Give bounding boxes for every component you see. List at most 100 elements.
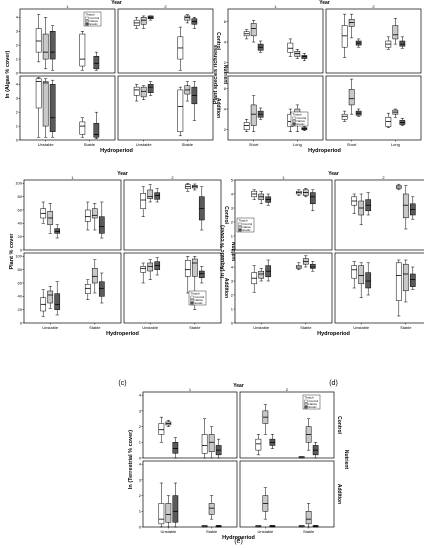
panel: Unstable Stable xyxy=(239,460,335,534)
x-tick-label: Unstable xyxy=(136,142,153,147)
panel-frame xyxy=(142,460,238,528)
box-exotic xyxy=(172,437,179,459)
legend-swatch xyxy=(238,228,242,232)
box-control xyxy=(79,117,86,138)
box-control xyxy=(255,434,262,456)
y-tick-label: 60 xyxy=(18,280,23,285)
box-iqr xyxy=(409,273,416,287)
box-iqr xyxy=(49,31,56,60)
box-exotic xyxy=(309,189,316,212)
x-tick-label: Long xyxy=(293,142,302,147)
box-exotic xyxy=(365,192,372,216)
y-tick-label: 0 xyxy=(16,70,19,75)
box-exotic xyxy=(191,17,198,29)
box-iqr xyxy=(309,192,316,205)
y-axis-label: ln (Aquatic % cover) xyxy=(220,225,226,278)
y-tick-label: 4 xyxy=(16,82,19,87)
legend-item: Exotic xyxy=(90,22,99,26)
box-iqr xyxy=(402,263,409,292)
row-label: Control xyxy=(223,206,229,224)
box-control xyxy=(177,86,184,137)
x-tick-label: Unstable xyxy=(353,325,370,330)
box-iqr xyxy=(165,503,172,523)
column-label: 2 xyxy=(382,175,385,180)
y-tick-label: 1 xyxy=(139,440,142,445)
x-axis-label: Hydroperiod xyxy=(317,331,350,337)
column-label: 2 xyxy=(286,387,289,392)
y-tick-label: 2 xyxy=(139,493,142,498)
y-axis-label: Plant species richness xyxy=(213,45,219,104)
row-label: Control xyxy=(215,32,221,50)
box-native xyxy=(250,20,257,43)
box-control xyxy=(385,112,392,128)
legend-swatch xyxy=(190,295,194,299)
box-control xyxy=(35,77,42,138)
panel: 2 4 6 xyxy=(224,8,324,74)
box-iqr xyxy=(358,265,365,285)
box-iqr xyxy=(348,89,355,106)
box-iqr xyxy=(93,56,100,70)
box-control xyxy=(140,186,147,217)
x-tick-label: Unstable xyxy=(42,325,59,330)
column-group-label: Year xyxy=(117,171,128,177)
box-iqr xyxy=(392,25,399,40)
y-tick-label: 1 xyxy=(139,509,142,514)
box-control xyxy=(351,261,358,289)
legend-title: Thatch xyxy=(293,113,303,117)
panel-frame xyxy=(325,75,422,141)
box-iqr xyxy=(287,42,294,53)
box-control xyxy=(395,183,402,191)
box-iqr xyxy=(140,17,147,25)
box-iqr xyxy=(208,503,215,515)
box-native xyxy=(258,268,265,282)
box-exotic xyxy=(409,266,416,290)
box-iqr xyxy=(301,55,308,59)
legend-swatch xyxy=(190,298,194,302)
panel-frame xyxy=(23,179,122,251)
box-control xyxy=(40,201,47,224)
box-iqr xyxy=(47,290,54,304)
column-label: 2 xyxy=(372,4,375,9)
box-iqr xyxy=(201,434,208,454)
box-exotic xyxy=(355,108,362,117)
legend-item: Native xyxy=(297,119,306,123)
box-control xyxy=(298,525,305,528)
box-native xyxy=(140,15,147,29)
box-native xyxy=(140,85,147,100)
box-native xyxy=(47,286,54,309)
box-iqr xyxy=(140,193,147,209)
y-tick-label: 60 xyxy=(18,207,23,212)
box-native xyxy=(348,78,355,115)
box-exotic xyxy=(98,272,105,304)
legend-item: Control xyxy=(297,116,307,120)
legend-item: Native xyxy=(243,225,252,229)
panel: 0 1 2 3 4 5 Unstable Stable xyxy=(231,250,333,330)
panel-frame xyxy=(23,252,122,324)
box-control xyxy=(35,14,42,63)
y-tick-label: 3 xyxy=(231,278,234,283)
box-native xyxy=(165,495,172,528)
box-iqr xyxy=(198,270,205,278)
box-native xyxy=(258,190,265,205)
box-iqr xyxy=(35,78,42,109)
legend-swatch xyxy=(190,301,194,305)
column-label: 1 xyxy=(66,4,69,9)
panel-frame xyxy=(334,179,424,251)
figure-caption: (d) xyxy=(329,380,338,387)
box-native xyxy=(392,108,399,118)
panel: 0 20 40 60 80 100 Unstable Stable xyxy=(15,252,122,330)
box-control xyxy=(140,262,147,284)
box-exotic xyxy=(399,36,406,49)
box-exotic xyxy=(301,53,308,61)
box-iqr xyxy=(98,216,105,234)
legend-item: Exotic xyxy=(309,405,318,409)
box-exotic xyxy=(215,525,222,528)
x-tick-label: Unstable xyxy=(142,325,159,330)
legend-item: Exotic xyxy=(195,301,204,305)
panel: 0 1 2 3 4 Unstable Stable xyxy=(16,75,116,147)
y-tick-label: 1 xyxy=(231,306,234,311)
